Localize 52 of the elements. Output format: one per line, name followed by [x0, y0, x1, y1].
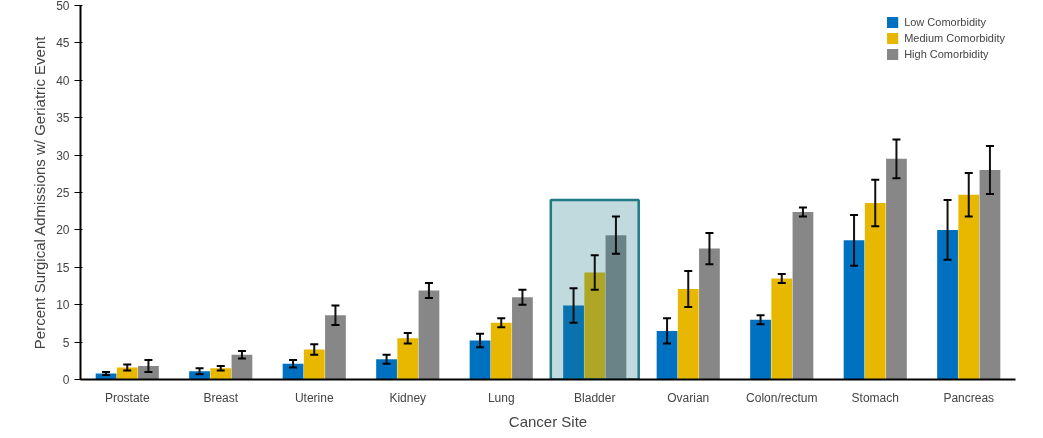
- bar: [512, 297, 533, 380]
- bar: [138, 366, 159, 380]
- bar: [563, 305, 584, 380]
- bar: [750, 319, 771, 380]
- bar: [699, 248, 720, 380]
- x-tick-label: Stomach: [851, 390, 899, 405]
- y-tick-label: 5: [62, 335, 70, 350]
- bar: [792, 211, 814, 380]
- bar: [418, 290, 440, 380]
- bar: [325, 315, 346, 380]
- bar: [469, 340, 491, 380]
- x-axis-title: Cancer Site: [508, 412, 588, 430]
- x-tick-label: Colon/rectum: [746, 390, 818, 405]
- x-tick-label: Ovarian: [667, 390, 710, 405]
- bar: [958, 194, 980, 380]
- bar: [656, 330, 678, 380]
- y-tick-label: 35: [56, 111, 70, 126]
- legend-label: Medium Comorbidity: [904, 32, 1005, 44]
- y-tick-label: 45: [56, 36, 70, 51]
- bar: [605, 235, 627, 380]
- bar: [864, 202, 886, 380]
- x-tick-label: Kidney: [389, 390, 427, 405]
- bar: [397, 338, 419, 380]
- y-axis-title: Percent Surgical Admissions w/ Geriatric Event: [31, 35, 49, 350]
- x-tick-label: Pancreas: [943, 390, 995, 405]
- y-tick-label: 0: [62, 373, 70, 387]
- x-tick-label: Breast: [203, 390, 239, 405]
- y-tick-label: 20: [56, 223, 70, 238]
- x-tick-label: Lung: [487, 390, 515, 405]
- y-tick-label: 10: [56, 298, 70, 313]
- bar: [677, 288, 699, 380]
- bar: [490, 322, 512, 380]
- y-tick-label: 40: [56, 73, 70, 88]
- bar: [937, 229, 958, 380]
- y-tick-label: 15: [56, 260, 70, 275]
- x-tick-label: Prostate: [104, 390, 150, 405]
- bar: [843, 240, 865, 380]
- bar: [231, 354, 253, 380]
- y-tick-label: 30: [56, 148, 70, 163]
- x-tick-label: Uterine: [294, 390, 334, 405]
- bar: [303, 349, 325, 380]
- bar: [210, 368, 232, 380]
- y-tick-label: 25: [56, 186, 70, 200]
- x-tick-label: Bladder: [574, 390, 616, 405]
- bar: [376, 359, 397, 380]
- legend-label: Low Comorbidity: [904, 16, 987, 28]
- bar: [979, 170, 1001, 380]
- y-tick-label: 50: [56, 0, 70, 13]
- legend-label: High Comorbidity: [904, 48, 989, 60]
- bar: [886, 158, 907, 380]
- bar: [584, 272, 606, 380]
- bar: [771, 278, 793, 380]
